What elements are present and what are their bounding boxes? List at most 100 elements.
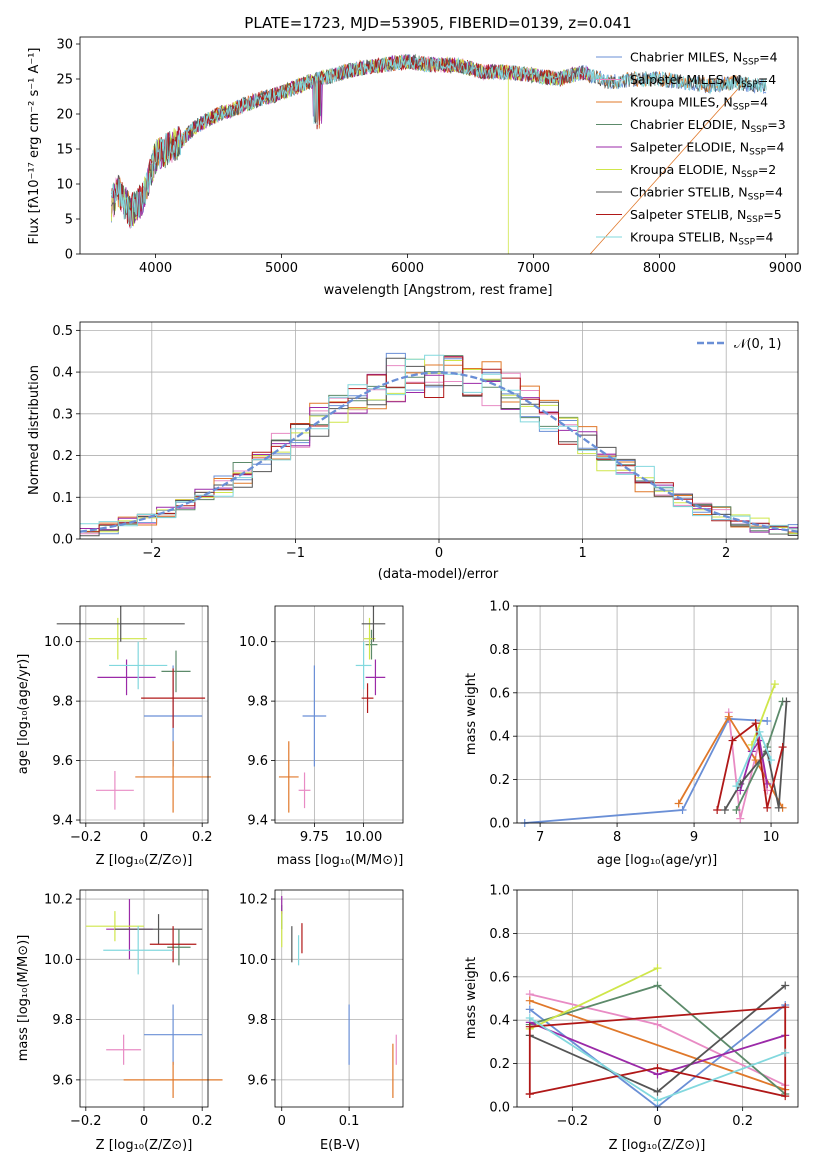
weight-marker — [653, 964, 662, 973]
legend-label: Salpeter STELIB, NSSP=5 — [630, 207, 782, 225]
weight-marker — [674, 799, 683, 808]
age-vs-mass-frame — [274, 605, 404, 824]
weight-marker — [525, 1014, 534, 1023]
tick-label-y: 10.0 — [44, 635, 73, 650]
tick-label-x: 0.2 — [192, 830, 213, 845]
errorbar-chabrier-elodie — [167, 929, 191, 966]
age-vs-mass-panel: 9.75 10.00 9.4 9.6 9.8 10.0 mass [log₁₀(M/M⊙)… — [239, 605, 404, 868]
spectrum-ylabel: Flux [fλ10⁻¹⁷ erg cm⁻² s⁻¹ A⁻¹] — [27, 48, 42, 245]
residual-legend: 𝒩(0, 1) — [697, 337, 781, 352]
spectrum-title: PLATE=1723, MJD=53905, FIBERID=0139, z=0… — [244, 14, 631, 32]
weight-marker — [653, 1020, 662, 1029]
weight-marker — [525, 1022, 534, 1031]
residual-ylabel: Normed distribution — [27, 365, 42, 495]
weight-marker — [732, 782, 741, 791]
tick-label-x: 0 — [278, 1114, 286, 1129]
tick-label-y: 0.0 — [489, 817, 510, 832]
errorbar-salpeter-stelib — [361, 683, 374, 714]
tick-label-y: 0.2 — [489, 773, 510, 788]
mass-vs-extinction-panel: 0 0.1 9.6 9.8 10.0 10.2 E(B-V) — [239, 889, 404, 1153]
tick-label-x: 10.00 — [345, 830, 382, 845]
spectrum-axes-frame — [79, 36, 799, 255]
weight-marker — [755, 727, 764, 736]
tick-label-y: 15 — [56, 143, 73, 158]
tick-label-x: 4000 — [139, 261, 172, 276]
tick-label-y: 20 — [56, 108, 73, 123]
tick-label-x: 7000 — [517, 261, 550, 276]
spectrum-line-kroupa-elodie — [111, 55, 591, 254]
errorbar-kroupa-miles — [278, 741, 299, 813]
tick-label-y: 10 — [56, 178, 73, 193]
mass-vs-extinction-frame — [274, 889, 404, 1108]
weight-vs-metallicity-xlabel: Z [log₁₀(Z/Z⊙)] — [609, 1138, 706, 1153]
weight-marker — [774, 803, 783, 812]
tick-label-y: 9.8 — [52, 1013, 73, 1028]
tick-label-x: 9000 — [769, 261, 802, 276]
weight-marker — [781, 1048, 790, 1057]
errorbar-kroupa-miles — [135, 741, 211, 813]
age-vs-mass-xlabel: mass [log₁₀(M/M⊙)] — [277, 853, 404, 868]
tick-label-x: 9 — [690, 830, 698, 845]
spectrum-panel: PLATE=1723, MJD=53905, FIBERID=0139, z=0… — [27, 14, 802, 298]
tick-label-y: 9.8 — [247, 695, 268, 710]
errorbar-salpeter-stelib — [149, 926, 197, 963]
tick-label-x: 6000 — [391, 261, 424, 276]
tick-label-y: 30 — [56, 38, 73, 53]
weight-line-chabrier-miles — [524, 717, 768, 824]
errorbar-kroupa-miles — [123, 1061, 223, 1098]
weight-marker — [728, 736, 737, 745]
errorbar-chabrier-miles — [302, 665, 327, 767]
mass-vs-metallicity-ylabel: mass [log₁₀(M/M⊙)] — [16, 935, 31, 1062]
spectrum-line-kroupa-miles — [111, 55, 748, 254]
tick-label-x: −1 — [286, 546, 305, 561]
tick-label-y: 10.0 — [44, 953, 73, 968]
errorbar-salpeter-miles — [96, 770, 134, 810]
weight-marker — [724, 712, 733, 721]
tick-label-x: 10 — [763, 830, 780, 845]
tick-label-y: 1.0 — [489, 600, 510, 615]
tick-label-y: 0.4 — [489, 1014, 510, 1029]
tick-label-y: 0.0 — [52, 533, 73, 548]
tick-label-y: 9.6 — [247, 1073, 268, 1088]
tick-label-y: 0.6 — [489, 686, 510, 701]
mass-vs-extinction-xlabel: E(B-V) — [320, 1138, 360, 1153]
residual-legend-label: 𝒩(0, 1) — [734, 337, 781, 352]
tick-label-y: 0.1 — [52, 491, 73, 506]
legend-label: Kroupa MILES, NSSP=4 — [630, 95, 768, 113]
legend-label: Kroupa ELODIE, NSSP=2 — [630, 162, 776, 180]
weight-marker — [770, 680, 779, 689]
weight-marker — [653, 1096, 662, 1105]
weight-marker — [781, 1003, 790, 1012]
errorbar-kroupa-stelib — [103, 926, 174, 975]
weight-marker — [781, 1092, 790, 1101]
errorbar-salpeter-miles — [106, 1034, 142, 1065]
errorbar-kroupa-elodie — [85, 911, 144, 942]
spectrum-line-kroupa-stelib — [111, 54, 767, 229]
weight-marker — [678, 805, 687, 814]
tick-label-x: −0.2 — [70, 830, 102, 845]
tick-label-x: 1 — [578, 546, 586, 561]
weight-vs-age-panel: 7 8 9 10 0.0 0.2 0.4 0.6 0.8 1.0 age [log₁₀(age/y… — [464, 600, 799, 868]
weight-vs-age-ylabel: mass weight — [464, 673, 479, 755]
weight-marker — [525, 1089, 534, 1098]
tick-label-x: 0 — [653, 1114, 661, 1129]
errorbar-kroupa-stelib — [355, 641, 372, 690]
tick-label-y: 0.2 — [489, 1057, 510, 1072]
residual-xlabel: (data-model)/error — [378, 567, 499, 582]
tick-label-x: 0 — [140, 830, 148, 845]
tick-label-x: 2 — [722, 546, 730, 561]
spectrum-line-salpeter-stelib — [111, 55, 591, 227]
legend-label: Chabrier ELODIE, NSSP=3 — [630, 117, 786, 135]
tick-label-x: −0.2 — [70, 1114, 102, 1129]
weight-marker — [720, 805, 729, 814]
mass-vs-metallicity-xlabel: Z [log₁₀(Z/Z⊙)] — [96, 1138, 193, 1153]
tick-label-y: 0.3 — [52, 407, 73, 422]
errorbar-chabrier-miles — [144, 1004, 203, 1065]
tick-label-y: 10.0 — [239, 953, 268, 968]
legend-label: Kroupa STELIB, NSSP=4 — [630, 230, 774, 248]
age-vs-metallicity-xlabel: Z [log₁₀(Z/Z⊙)] — [96, 853, 193, 868]
legend-label: Chabrier STELIB, NSSP=4 — [630, 185, 783, 203]
weight-marker — [763, 717, 772, 726]
tick-label-y: 10.2 — [239, 893, 268, 908]
